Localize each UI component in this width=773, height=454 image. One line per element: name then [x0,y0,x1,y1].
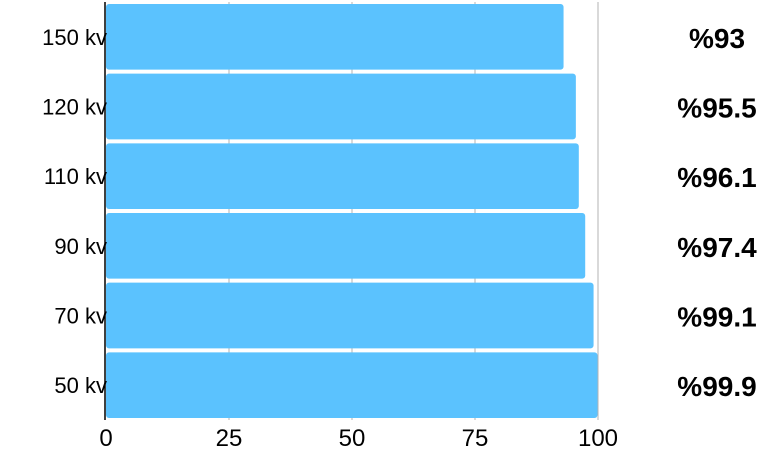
category-label-3: 90 kv [54,234,107,259]
value-label-4: %99.1 [677,302,756,333]
value-label-1: %95.5 [677,93,756,124]
x-tick-label-0: 0 [99,425,112,452]
x-tick-label-25: 25 [216,425,243,452]
value-labels: %93 %95.5 %96.1 %97.4 %99.1 %99.9 [677,23,757,402]
bar-0 [106,4,564,70]
bar-5 [106,352,598,418]
value-label-2: %96.1 [677,162,756,193]
category-label-1: 120 kv [42,95,107,120]
bar-3 [106,213,586,279]
category-label-0: 150 kv [42,25,107,50]
category-label-2: 110 kv [44,164,107,189]
value-label-0: %93 [689,23,745,54]
category-label-5: 50 kv [54,373,107,398]
x-tick-label-50: 50 [339,425,366,452]
bar-2 [106,143,579,209]
value-label-5: %99.9 [677,371,756,402]
bar-4 [106,282,594,349]
category-labels: 150 kv 120 kv 110 kv 90 kv 70 kv 50 kv [42,25,107,398]
bars-layer [106,4,598,418]
x-tick-labels: 0 25 50 75 100 [99,425,618,452]
grid-layer [228,2,599,420]
x-tick-label-75: 75 [462,425,489,452]
value-label-3: %97.4 [677,232,757,263]
x-tick-label-100: 100 [578,425,618,452]
category-label-4: 70 kv [54,304,107,329]
bar-1 [106,73,576,140]
